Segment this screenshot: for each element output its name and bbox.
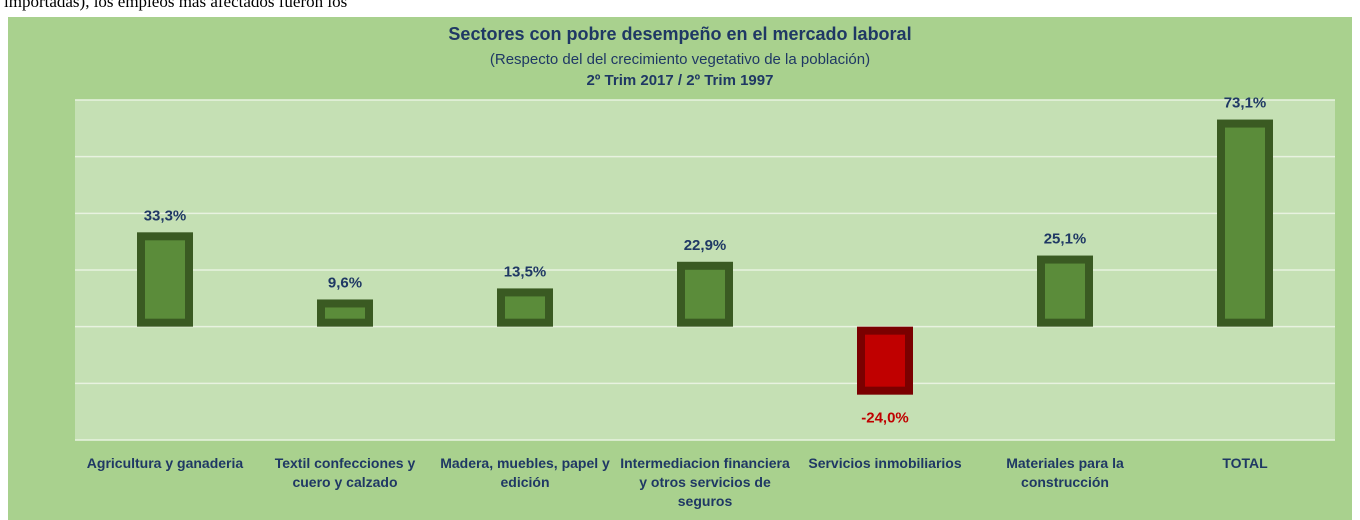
x-tick-label: Textil confecciones y cuero y calzado — [274, 455, 416, 490]
chart-title: Sectores con pobre desempeño en el merca… — [448, 24, 911, 44]
bar-face — [865, 334, 905, 387]
bar-face — [1225, 127, 1265, 319]
bar-face — [505, 296, 545, 319]
data-label: -24,0% — [861, 410, 909, 427]
x-tick-label: Servicios inmobiliarios — [808, 455, 962, 471]
bar-face — [1045, 263, 1085, 319]
x-tick-label: Materiales para la construcción — [1006, 455, 1124, 490]
data-label: 22,9% — [684, 237, 727, 254]
bar-face — [325, 307, 365, 319]
data-label: 33,3% — [144, 207, 187, 224]
chart-period: 2º Trim 2017 / 2º Trim 1997 — [587, 72, 774, 89]
chart-subtitle: (Respecto del del crecimiento vegetativo… — [490, 51, 870, 68]
x-tick-label: Intermediacion financiera y otros servic… — [620, 455, 790, 509]
data-label: 25,1% — [1044, 231, 1087, 248]
data-label: 73,1% — [1224, 95, 1267, 112]
bar-face — [685, 269, 725, 319]
x-tick-label: Madera, muebles, papel y edición — [440, 455, 610, 490]
x-tick-label: Agricultura y ganaderia — [86, 455, 244, 471]
document-text: importadas), los empleos más afectados f… — [4, 0, 348, 11]
data-label: 13,5% — [504, 263, 547, 280]
data-label: 9,6% — [328, 274, 362, 291]
bar-face — [145, 240, 185, 319]
x-tick-label: TOTAL — [1222, 455, 1268, 471]
